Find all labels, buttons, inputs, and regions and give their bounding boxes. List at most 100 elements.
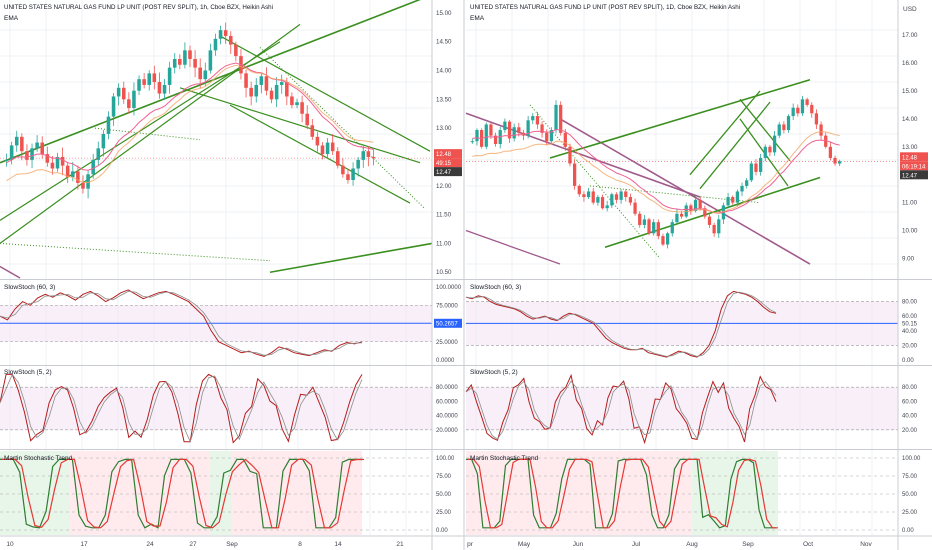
price-label-box bbox=[434, 167, 462, 177]
martin-tick-label: 100.00 bbox=[902, 456, 921, 462]
candle-body bbox=[507, 121, 512, 139]
candle-body bbox=[679, 213, 684, 217]
candle-body bbox=[193, 58, 197, 68]
right-martin-trend-pane[interactable] bbox=[466, 451, 898, 535]
candle-body bbox=[642, 219, 647, 225]
left-martin-trend-pane[interactable] bbox=[0, 451, 432, 535]
oscillator-tick-label: 100.0000 bbox=[436, 285, 462, 291]
candle-body bbox=[132, 90, 136, 108]
martin-tick-label: 25.00 bbox=[902, 510, 918, 516]
candle-body bbox=[361, 151, 366, 160]
candle-body bbox=[320, 145, 325, 155]
candle-body bbox=[116, 87, 121, 97]
candle-body bbox=[300, 102, 304, 114]
left-slowstoch-60-pane[interactable] bbox=[0, 289, 432, 357]
candle-body bbox=[758, 157, 763, 172]
oscillator-tick-label: 0.0000 bbox=[436, 358, 455, 364]
candle-body bbox=[30, 148, 34, 160]
candle-body bbox=[183, 50, 187, 65]
martin-red-line bbox=[468, 458, 778, 529]
right-slowstoch-60-pane[interactable] bbox=[465, 290, 898, 358]
left-slowstoch-5-pane[interactable] bbox=[0, 373, 432, 444]
candle-body bbox=[188, 50, 192, 59]
x-axis-label: pr bbox=[467, 541, 474, 548]
oscillator-tick-label: 50.15 bbox=[902, 321, 918, 327]
candle-body bbox=[572, 163, 577, 186]
candle-body bbox=[638, 213, 642, 225]
candle-body bbox=[356, 159, 360, 169]
right-currency-label: USD bbox=[903, 6, 917, 13]
price-tick-label: 13.00 bbox=[902, 144, 918, 151]
candle-body bbox=[512, 127, 516, 139]
left-price-pane[interactable] bbox=[0, 0, 433, 279]
candle-body bbox=[40, 142, 45, 155]
candle-body bbox=[162, 84, 167, 94]
x-axis-label: 17 bbox=[80, 541, 88, 548]
candle-body bbox=[76, 171, 80, 183]
candle-body bbox=[503, 121, 507, 131]
right-ema-label: EMA bbox=[470, 15, 485, 22]
ema-slow-line bbox=[472, 131, 840, 214]
candle-body bbox=[127, 99, 131, 108]
candle-body bbox=[791, 107, 795, 117]
oscillator-tick-label: 80.00 bbox=[902, 300, 918, 306]
stoch-d-line bbox=[0, 290, 363, 356]
candle-body bbox=[703, 208, 707, 217]
candle-body bbox=[554, 104, 558, 131]
purple-line bbox=[0, 265, 21, 279]
right-slowstoch-5-pane[interactable] bbox=[465, 373, 898, 445]
candle-body bbox=[768, 146, 772, 153]
support-line bbox=[269, 242, 433, 274]
candle-body bbox=[517, 127, 521, 133]
left-martin-label: Martin Stochastic Trend bbox=[4, 455, 73, 462]
candle-body bbox=[106, 116, 111, 134]
price-label-box bbox=[434, 149, 462, 159]
martin-tick-label: 50.00 bbox=[902, 492, 918, 498]
right-grid bbox=[466, 0, 898, 535]
candle-body bbox=[335, 151, 340, 166]
stoch-d-line bbox=[0, 373, 363, 443]
x-axis-label: Sep bbox=[226, 541, 238, 548]
candle-body bbox=[223, 30, 228, 36]
x-axis-label: Aug bbox=[686, 541, 698, 548]
candle-body bbox=[693, 199, 698, 211]
candle-body bbox=[305, 113, 309, 126]
candle-body bbox=[591, 191, 595, 203]
stoch-k-line bbox=[465, 290, 777, 358]
stoch-k-line bbox=[0, 373, 363, 444]
candle-body bbox=[25, 151, 29, 160]
candle-body bbox=[371, 156, 376, 159]
candle-body bbox=[624, 191, 628, 198]
candle-body bbox=[628, 197, 633, 203]
candle-body bbox=[665, 233, 670, 245]
candle-body bbox=[712, 224, 716, 234]
candle-body bbox=[330, 142, 335, 152]
candle-body bbox=[366, 151, 371, 157]
martin-tick-label: 100.00 bbox=[436, 456, 455, 462]
price-label-text: 12.47 bbox=[902, 173, 918, 179]
stoch-k-line bbox=[0, 289, 363, 357]
x-axis-label: 10 bbox=[6, 541, 14, 548]
right-price-pane[interactable] bbox=[465, 79, 898, 265]
stoch-d-line bbox=[465, 380, 777, 440]
candle-body bbox=[777, 124, 781, 136]
right-martin-label: Martin Stochastic Trend bbox=[470, 455, 539, 462]
candle-body bbox=[586, 191, 591, 198]
price-label-text: 12.48 bbox=[902, 155, 918, 161]
candle-body bbox=[749, 163, 753, 181]
candle-body bbox=[111, 96, 116, 117]
candle-body bbox=[810, 104, 814, 114]
oscillator-tick-label: 75.0000 bbox=[436, 303, 458, 309]
oscillator-tick-label: 60.00 bbox=[902, 399, 918, 405]
down-channel-lower bbox=[229, 104, 411, 204]
candle-body bbox=[152, 73, 157, 83]
price-label-box bbox=[900, 161, 928, 171]
price-tick-label: 13.00 bbox=[436, 125, 452, 132]
candle-body bbox=[35, 142, 39, 149]
candle-body bbox=[228, 35, 233, 45]
candle-body bbox=[484, 124, 488, 147]
candle-body bbox=[167, 67, 172, 85]
candle-body bbox=[351, 168, 355, 181]
